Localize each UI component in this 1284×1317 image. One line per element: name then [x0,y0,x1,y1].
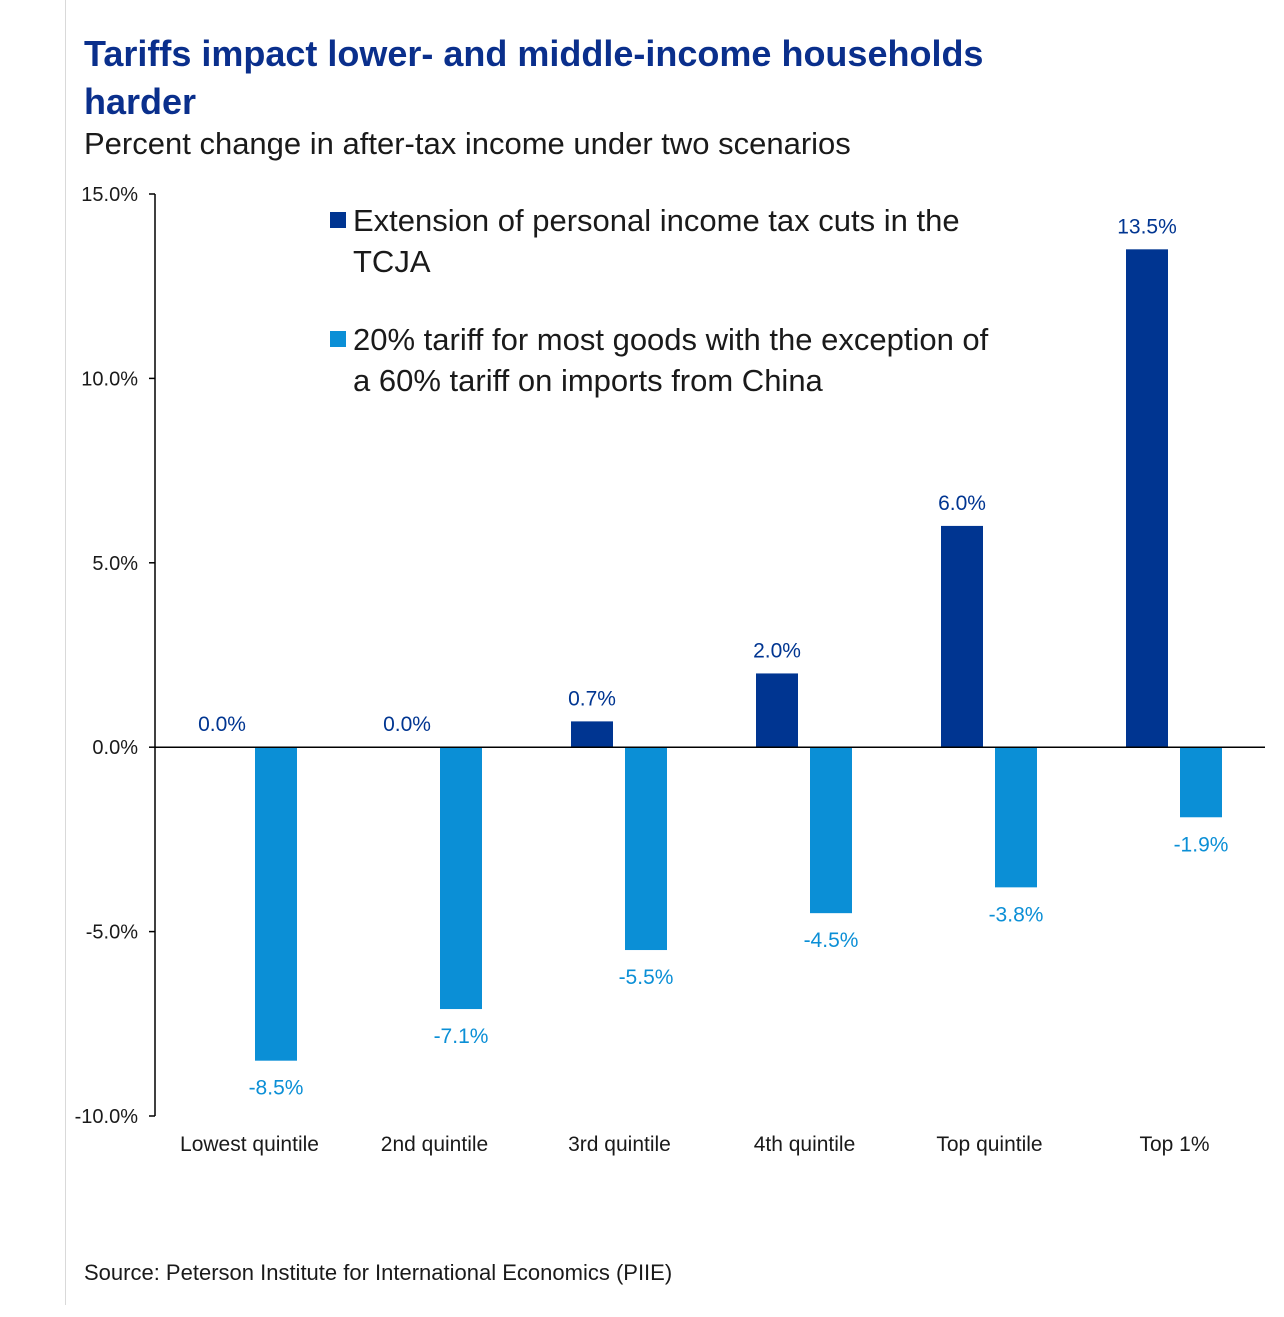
x-category-label: 3rd quintile [568,1133,671,1156]
y-tick-label: 10.0% [81,368,138,390]
legend-label-tariff: 20% tariff for most goods with the excep… [353,322,989,398]
data-label-tcja: 0.0% [198,713,246,736]
x-category-label: Top quintile [936,1133,1042,1156]
data-label-tariff: -3.8% [989,903,1044,926]
data-label-tariff: -4.5% [804,929,859,952]
data-label-tcja: 0.0% [383,713,431,736]
data-label-tariff: -7.1% [434,1025,489,1048]
bar-tariff [810,747,852,914]
chart-subtitle: Percent change in after-tax income under… [84,126,851,161]
legend-label-tcja: Extension of personal income tax cuts in… [353,203,960,279]
left-rule [65,0,66,1305]
y-tick-label: 0.0% [92,737,138,759]
bar-tcja [756,673,798,748]
bar-tariff [1180,747,1222,818]
legend-item-tariff: 20% tariff for most goods with the excep… [330,319,990,401]
bar-tcja [571,721,613,748]
data-label-tariff: -1.9% [1174,833,1229,856]
legend-item-tcja: Extension of personal income tax cuts in… [330,200,990,282]
data-label-tcja: 13.5% [1117,215,1177,238]
data-label-tcja: 6.0% [938,492,986,515]
bar-tcja [941,525,983,748]
bar-tariff [625,747,667,951]
source-note: Source: Peterson Institute for Internati… [84,1260,673,1285]
x-category-label: Lowest quintile [180,1133,319,1156]
y-tick-label: -5.0% [86,922,138,944]
bar-tariff [255,747,297,1061]
x-category-label: Top 1% [1139,1133,1209,1156]
legend-swatch-tariff [330,331,346,347]
y-tick-label: -10.0% [75,1106,139,1128]
data-label-tcja: 2.0% [753,639,801,662]
bar-tcja [1126,249,1168,748]
data-label-tcja: 0.7% [568,687,616,710]
legend-swatch-tcja [330,212,346,228]
bar-tariff [440,747,482,1010]
data-label-tariff: -8.5% [249,1077,304,1100]
chart-title: Tariffs impact lower- and middle-income … [84,33,984,122]
legend: Extension of personal income tax cuts in… [330,200,990,438]
bar-tariff [995,747,1037,888]
y-tick-label: 15.0% [81,184,138,206]
x-category-label: 2nd quintile [381,1133,488,1156]
x-category-label: 4th quintile [754,1133,856,1156]
y-tick-label: 5.0% [92,553,138,575]
data-label-tariff: -5.5% [619,966,674,989]
